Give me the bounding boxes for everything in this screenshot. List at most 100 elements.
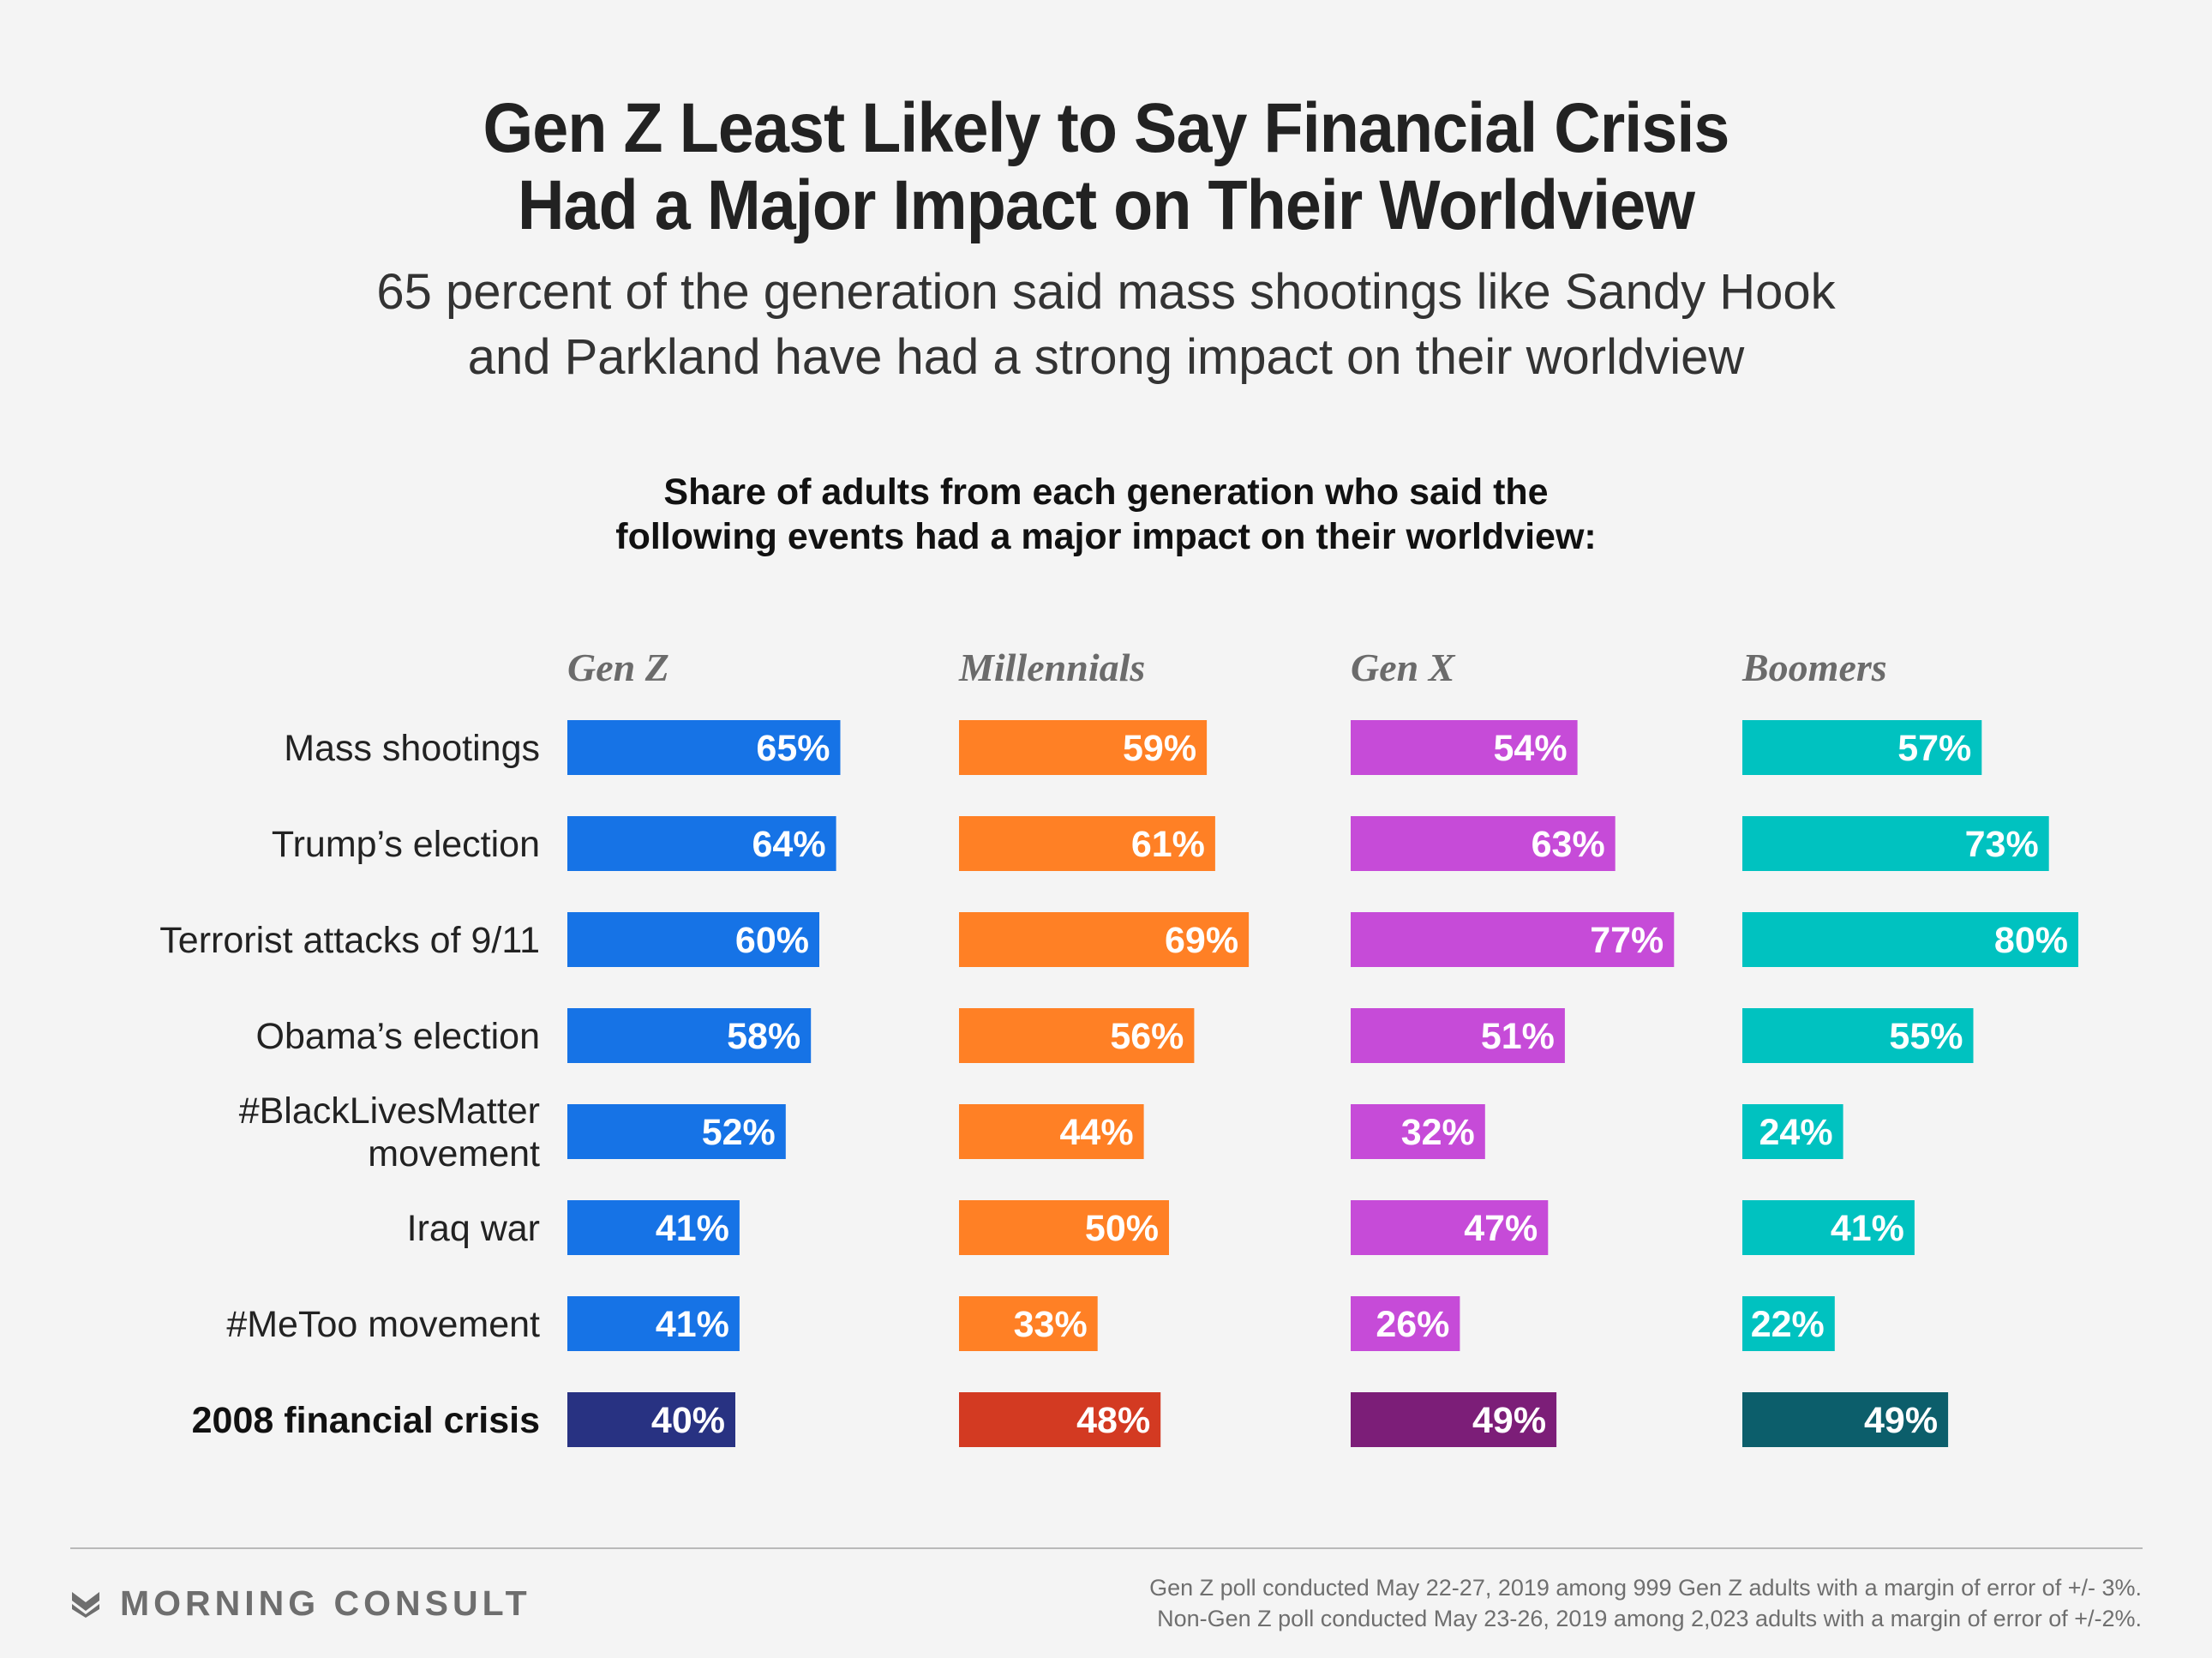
- bar: [959, 1008, 1195, 1063]
- data-label: 33%: [1014, 1304, 1088, 1345]
- category-label-line: 2008 financial crisis: [192, 1400, 540, 1441]
- category-label: #BlackLivesMatter movement: [239, 1090, 540, 1174]
- bar: [959, 1200, 1169, 1255]
- source-note-genz: Gen Z poll conducted May 22-27, 2019 amo…: [1149, 1575, 2142, 1601]
- bar: [567, 1296, 740, 1351]
- data-label: 60%: [735, 920, 809, 961]
- bar: [567, 1104, 786, 1159]
- category-label: Obama’s election: [256, 1016, 540, 1057]
- data-label: 57%: [1897, 728, 1971, 769]
- category-label-line: #MeToo movement: [226, 1304, 540, 1345]
- chart-title-line-2: Had a Major Impact on Their Worldview: [517, 166, 1695, 244]
- bar: [567, 720, 841, 775]
- category-label-line: Terrorist attacks of 9/11: [159, 920, 540, 961]
- chart-heading: Share of adults from each generation who…: [0, 470, 2212, 559]
- data-label: 32%: [1401, 1112, 1475, 1153]
- data-label: 58%: [727, 1016, 800, 1057]
- data-label: 51%: [1481, 1016, 1555, 1057]
- category-label-line: Obama’s election: [256, 1016, 540, 1057]
- chart-title-line-1: Gen Z Least Likely to Say Financial Cris…: [483, 89, 1730, 167]
- data-label: 63%: [1532, 824, 1605, 865]
- series-header: Millennials: [958, 646, 1145, 689]
- data-label: 73%: [1965, 824, 2039, 865]
- bar: [1742, 720, 1982, 775]
- bar: [567, 1008, 812, 1063]
- data-label: 41%: [1831, 1208, 1904, 1249]
- data-label: 40%: [651, 1400, 725, 1441]
- category-label: Iraq war: [407, 1208, 540, 1249]
- category-label-line: Mass shootings: [284, 728, 540, 769]
- data-label: 54%: [1494, 728, 1568, 769]
- bar: [567, 1392, 735, 1447]
- data-label: 47%: [1464, 1208, 1538, 1249]
- bar: [1351, 816, 1616, 871]
- series-header: Boomers: [1741, 646, 1887, 689]
- category-label-line: #BlackLivesMatter: [239, 1090, 540, 1132]
- data-label: 56%: [1110, 1016, 1184, 1057]
- data-label: 41%: [656, 1304, 729, 1345]
- category-label: Trump’s election: [272, 824, 540, 865]
- data-label: 55%: [1889, 1016, 1963, 1057]
- chart-title: Gen Z Least Likely to Say Financial Cris…: [88, 90, 2124, 244]
- bar: [959, 1104, 1144, 1159]
- data-label: 49%: [1864, 1400, 1938, 1441]
- data-label: 26%: [1376, 1304, 1449, 1345]
- chart-subtitle: 65 percent of the generation said mass s…: [0, 260, 2212, 390]
- source-notes: Gen Z poll conducted May 22-27, 2019 amo…: [1149, 1572, 2142, 1634]
- bar: [1742, 1104, 1843, 1159]
- category-label: Mass shootings: [284, 728, 540, 769]
- chart-subtitle-line-1: 65 percent of the generation said mass s…: [376, 264, 1836, 320]
- data-label: 48%: [1076, 1400, 1150, 1441]
- data-label: 61%: [1131, 824, 1205, 865]
- brand-name: MORNING CONSULT: [120, 1583, 531, 1623]
- footer-divider: [70, 1547, 2143, 1549]
- data-label: 52%: [702, 1112, 776, 1153]
- data-label: 41%: [656, 1208, 729, 1249]
- bar: [959, 1392, 1161, 1447]
- category-label: 2008 financial crisis: [192, 1400, 540, 1441]
- data-label: 24%: [1759, 1112, 1833, 1153]
- bar: [1351, 1008, 1565, 1063]
- category-label-line: Iraq war: [407, 1208, 540, 1249]
- chart-heading-line-2: following events had a major impact on t…: [615, 516, 1597, 557]
- data-label: 64%: [752, 824, 826, 865]
- source-note-non-genz: Non-Gen Z poll conducted May 23-26, 2019…: [1157, 1606, 2142, 1631]
- data-label: 59%: [1123, 728, 1196, 769]
- series-header: Gen Z: [567, 646, 669, 689]
- data-label: 50%: [1085, 1208, 1159, 1249]
- bar: [567, 816, 836, 871]
- bar-chart: Mass shootings Trump’s election Terrorist …: [159, 646, 2078, 1447]
- bar: [1351, 1296, 1460, 1351]
- category-label: Terrorist attacks of 9/11: [159, 920, 540, 961]
- bar: [1351, 912, 1675, 967]
- bar: [959, 1296, 1098, 1351]
- bar: [1742, 912, 2078, 967]
- category-label-line: Trump’s election: [272, 824, 540, 865]
- bar: [1742, 1200, 1915, 1255]
- category-label: #MeToo movement: [226, 1304, 540, 1345]
- series-header: Gen X: [1351, 646, 1456, 689]
- bar: [567, 912, 819, 967]
- bar: [959, 720, 1208, 775]
- chart-heading-line-1: Share of adults from each generation who…: [663, 472, 1549, 513]
- brand: MORNING CONSULT: [70, 1583, 531, 1623]
- data-label: 80%: [1994, 920, 2068, 961]
- data-label: 69%: [1165, 920, 1238, 961]
- data-label: 44%: [1060, 1112, 1134, 1153]
- bar: [1742, 1392, 1949, 1447]
- bar: [1742, 816, 2049, 871]
- bar: [959, 816, 1215, 871]
- bar: [1351, 720, 1578, 775]
- title-block: Gen Z Least Likely to Say Financial Cris…: [0, 90, 2212, 390]
- bar: [1351, 1104, 1485, 1159]
- bar: [1742, 1008, 1974, 1063]
- data-label: 49%: [1472, 1400, 1546, 1441]
- data-label: 22%: [1751, 1304, 1825, 1345]
- bar: [1351, 1200, 1549, 1255]
- bar: [567, 1200, 740, 1255]
- bar: [1351, 1392, 1557, 1447]
- morning-consult-chevron-logo-icon: [72, 1592, 99, 1618]
- data-label: 77%: [1590, 920, 1663, 961]
- chart-subtitle-line-2: and Parkland have had a strong impact on…: [467, 329, 1745, 385]
- data-label: 65%: [756, 728, 830, 769]
